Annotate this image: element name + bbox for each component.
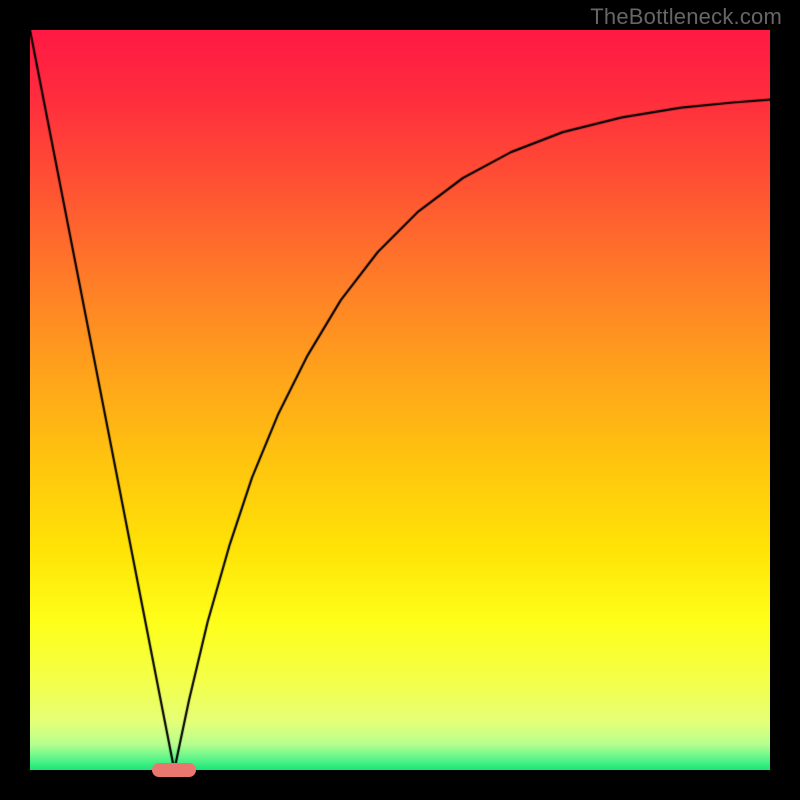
minimum-marker xyxy=(152,763,196,778)
bottleneck-curve xyxy=(30,30,770,770)
plot-area xyxy=(30,30,770,770)
chart-container: TheBottleneck.com xyxy=(0,0,800,800)
watermark-text: TheBottleneck.com xyxy=(590,4,782,30)
